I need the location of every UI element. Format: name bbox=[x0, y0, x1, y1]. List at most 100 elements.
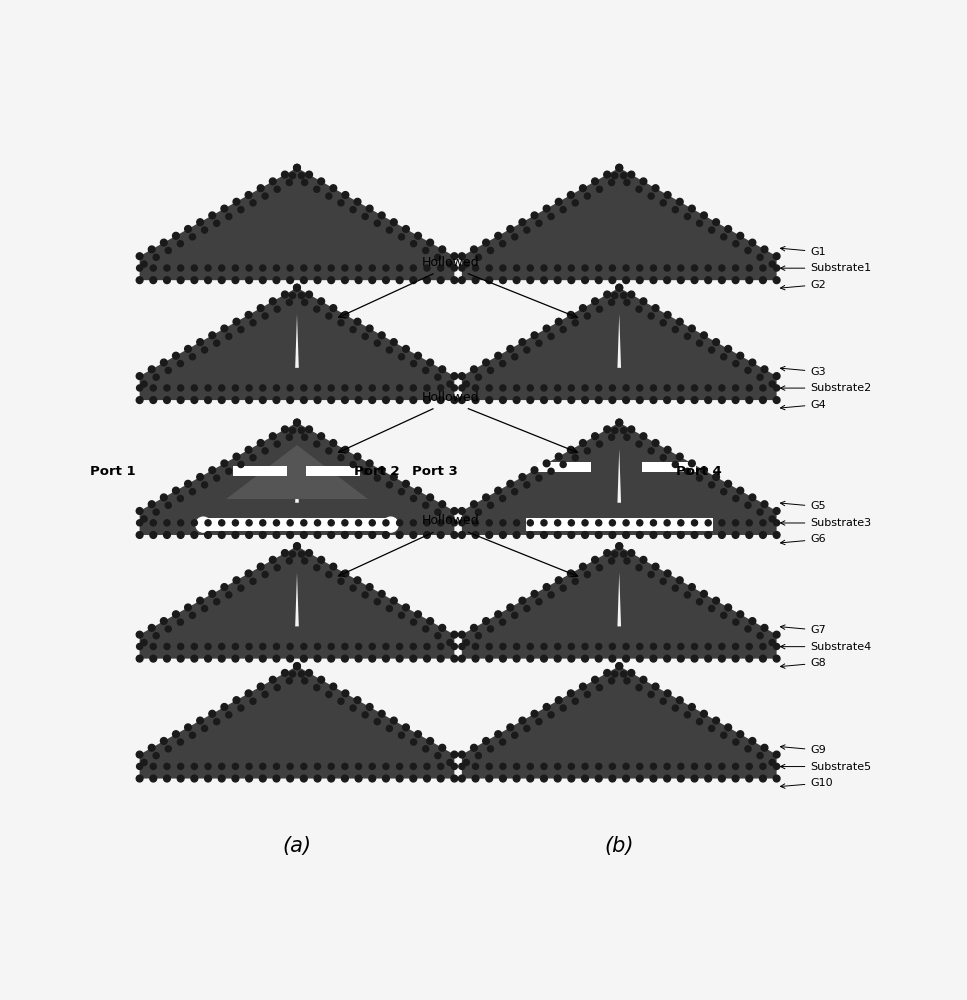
Circle shape bbox=[458, 385, 465, 391]
Circle shape bbox=[150, 532, 157, 538]
Circle shape bbox=[774, 763, 779, 769]
Circle shape bbox=[424, 655, 430, 662]
Circle shape bbox=[219, 397, 225, 403]
Circle shape bbox=[294, 284, 301, 291]
Circle shape bbox=[603, 670, 610, 676]
Circle shape bbox=[369, 643, 375, 650]
Circle shape bbox=[191, 520, 197, 526]
Circle shape bbox=[424, 763, 430, 769]
Circle shape bbox=[500, 655, 507, 662]
Circle shape bbox=[301, 520, 307, 526]
Circle shape bbox=[636, 385, 643, 391]
Circle shape bbox=[519, 597, 526, 604]
Circle shape bbox=[452, 643, 457, 650]
Circle shape bbox=[678, 763, 684, 769]
Circle shape bbox=[572, 698, 578, 704]
Circle shape bbox=[221, 205, 227, 212]
Circle shape bbox=[543, 325, 550, 332]
Circle shape bbox=[733, 241, 739, 247]
Circle shape bbox=[691, 520, 697, 526]
Circle shape bbox=[543, 704, 550, 710]
Circle shape bbox=[672, 207, 679, 213]
Circle shape bbox=[652, 440, 659, 446]
Circle shape bbox=[281, 670, 288, 676]
Circle shape bbox=[246, 570, 252, 577]
Circle shape bbox=[423, 746, 428, 752]
Circle shape bbox=[531, 332, 538, 339]
Circle shape bbox=[326, 313, 332, 319]
Circle shape bbox=[733, 495, 739, 502]
Circle shape bbox=[761, 366, 768, 373]
Circle shape bbox=[350, 207, 356, 213]
Circle shape bbox=[185, 480, 191, 487]
Circle shape bbox=[275, 565, 280, 571]
Circle shape bbox=[274, 763, 279, 769]
Circle shape bbox=[214, 599, 220, 605]
Circle shape bbox=[196, 717, 203, 724]
Circle shape bbox=[678, 265, 684, 271]
Circle shape bbox=[513, 532, 520, 538]
Polygon shape bbox=[462, 423, 777, 535]
Circle shape bbox=[495, 487, 502, 494]
Circle shape bbox=[705, 520, 712, 526]
Circle shape bbox=[651, 520, 657, 526]
Circle shape bbox=[185, 346, 191, 352]
Circle shape bbox=[363, 592, 368, 598]
Circle shape bbox=[294, 419, 301, 426]
Circle shape bbox=[314, 520, 320, 526]
Circle shape bbox=[205, 385, 211, 391]
Circle shape bbox=[582, 763, 588, 769]
Circle shape bbox=[486, 520, 492, 526]
Circle shape bbox=[201, 347, 208, 353]
Circle shape bbox=[596, 763, 601, 769]
Circle shape bbox=[483, 239, 489, 246]
Circle shape bbox=[398, 354, 404, 360]
Circle shape bbox=[219, 385, 224, 391]
Circle shape bbox=[769, 516, 776, 522]
Circle shape bbox=[435, 254, 441, 260]
Circle shape bbox=[555, 318, 562, 325]
Circle shape bbox=[274, 385, 279, 391]
Circle shape bbox=[628, 550, 634, 556]
Circle shape bbox=[560, 207, 567, 213]
Circle shape bbox=[250, 200, 256, 206]
Circle shape bbox=[691, 277, 698, 284]
Circle shape bbox=[759, 775, 766, 782]
Circle shape bbox=[689, 584, 695, 590]
Circle shape bbox=[326, 571, 332, 578]
Circle shape bbox=[411, 619, 417, 625]
Circle shape bbox=[636, 520, 643, 526]
Circle shape bbox=[612, 427, 618, 434]
Circle shape bbox=[246, 520, 252, 526]
Circle shape bbox=[411, 739, 417, 745]
Circle shape bbox=[161, 618, 167, 624]
Circle shape bbox=[485, 397, 492, 403]
Circle shape bbox=[153, 374, 160, 380]
Circle shape bbox=[472, 532, 479, 538]
Circle shape bbox=[612, 173, 618, 179]
Circle shape bbox=[555, 265, 561, 271]
Circle shape bbox=[664, 763, 670, 769]
Circle shape bbox=[761, 744, 768, 751]
Circle shape bbox=[760, 385, 766, 391]
Circle shape bbox=[150, 763, 157, 769]
Circle shape bbox=[761, 501, 768, 508]
Circle shape bbox=[603, 291, 610, 298]
Circle shape bbox=[177, 361, 184, 367]
Circle shape bbox=[603, 171, 610, 178]
Circle shape bbox=[301, 385, 307, 391]
Circle shape bbox=[190, 655, 197, 662]
Circle shape bbox=[582, 265, 588, 271]
Circle shape bbox=[660, 200, 666, 206]
Circle shape bbox=[609, 385, 615, 391]
Circle shape bbox=[165, 247, 171, 254]
Circle shape bbox=[232, 643, 239, 650]
Circle shape bbox=[281, 550, 288, 556]
Circle shape bbox=[257, 440, 264, 446]
Circle shape bbox=[463, 640, 469, 646]
Circle shape bbox=[286, 678, 292, 684]
Circle shape bbox=[720, 234, 727, 240]
Polygon shape bbox=[462, 288, 777, 400]
Circle shape bbox=[554, 397, 561, 403]
Circle shape bbox=[745, 626, 751, 632]
